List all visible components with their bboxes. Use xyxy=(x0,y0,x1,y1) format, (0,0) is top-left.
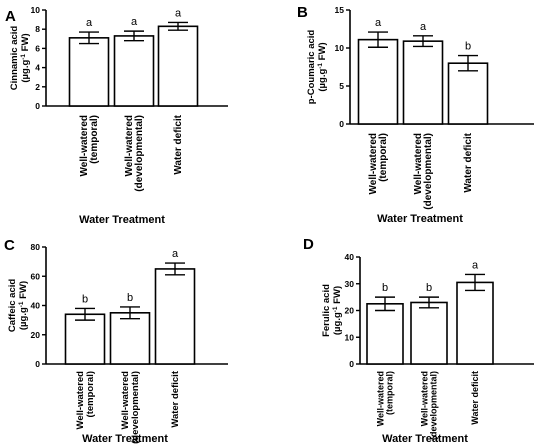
category-label: Water deficit xyxy=(173,114,184,174)
panel-label: B xyxy=(297,4,308,21)
y-tick-label: 0 xyxy=(339,119,344,129)
chart-panel-c: C 0 20 40 60 80 Caffeic acid(µg.g-1 FW) b Well-w… xyxy=(4,237,228,445)
significance-letter: b xyxy=(426,282,432,294)
x-axis-label: Water Treatment xyxy=(377,213,463,225)
x-axis-label: Water Treatment xyxy=(79,214,165,226)
significance-letter: b xyxy=(382,282,388,294)
category-label: Well-watered(developmental) xyxy=(120,371,141,444)
panel-label: D xyxy=(303,236,314,253)
significance-letter: a xyxy=(375,17,382,29)
y-tick-label: 60 xyxy=(31,271,41,281)
category-label: Well-watered(developmental) xyxy=(420,371,439,440)
category-label: Well-watered(temporal) xyxy=(376,371,395,426)
category-label: Well-watered(developmental) xyxy=(124,115,145,192)
bar xyxy=(154,268,196,365)
x-axis-label: Water Treatment xyxy=(382,433,468,445)
bar xyxy=(68,37,110,107)
category-label: Well-watered(temporal) xyxy=(75,371,96,430)
significance-letter: a xyxy=(86,17,93,29)
chart-panel-a: A 0 2 4 6 8 10 Cinnamic acid(µg.g-1 FW) a Well-wa… xyxy=(5,5,228,226)
panel-label: C xyxy=(4,237,15,254)
y-tick-label: 4 xyxy=(35,63,40,73)
y-tick-label: 20 xyxy=(345,306,355,316)
chart-panel-d: D 0 10 20 30 40 Ferulic acid(µg.g-1 FW) b Well-w… xyxy=(303,236,534,445)
x-axis-label: Water Treatment xyxy=(82,433,168,445)
panel-label: A xyxy=(5,8,16,25)
significance-letter: b xyxy=(82,293,88,305)
y-tick-label: 0 xyxy=(35,359,40,369)
category-label: Well-watered(temporal) xyxy=(368,133,389,195)
bar xyxy=(157,25,199,107)
bar xyxy=(109,312,151,365)
y-tick-label: 40 xyxy=(345,252,355,262)
significance-letter: b xyxy=(127,292,133,304)
bar xyxy=(456,281,494,365)
y-tick-label: 8 xyxy=(35,24,40,34)
y-axis-label: Caffeic acid(µg.g-1 FW) xyxy=(7,279,29,333)
y-tick-label: 30 xyxy=(345,279,355,289)
category-label: Water deficit xyxy=(463,132,474,192)
chart-panel-b: B 0 5 10 15 p-Coumaric acid(µg.g-1 FW) a Well-w… xyxy=(297,4,534,225)
y-tick-label: 2 xyxy=(35,82,40,92)
y-tick-label: 10 xyxy=(345,332,355,342)
y-tick-label: 40 xyxy=(31,301,41,311)
significance-letter: a xyxy=(472,259,479,271)
bar xyxy=(366,303,404,365)
bar xyxy=(447,62,489,125)
category-label: Water deficit xyxy=(170,370,181,427)
y-tick-label: 0 xyxy=(35,101,40,111)
y-tick-label: 10 xyxy=(335,43,345,53)
y-axis-label: p-Coumaric acid(µg.g-1 FW) xyxy=(306,30,328,105)
y-tick-label: 20 xyxy=(31,330,41,340)
y-tick-label: 10 xyxy=(31,5,41,15)
category-label: Water deficit xyxy=(470,371,480,425)
significance-letter: a xyxy=(131,16,138,28)
y-tick-label: 15 xyxy=(335,5,345,15)
y-tick-label: 5 xyxy=(339,81,344,91)
category-label: Well-watered(temporal) xyxy=(79,115,100,177)
y-tick-label: 80 xyxy=(31,242,41,252)
significance-letter: a xyxy=(420,21,427,33)
category-label: Well-watered(developmental) xyxy=(413,133,434,210)
bar xyxy=(410,301,448,365)
bar xyxy=(357,38,399,125)
y-tick-label: 0 xyxy=(349,359,354,369)
y-axis-label: Ferulic acid(µg.g-1 FW) xyxy=(321,284,343,337)
bar xyxy=(402,40,444,125)
significance-letter: b xyxy=(465,41,471,53)
y-tick-label: 6 xyxy=(35,43,40,53)
significance-letter: a xyxy=(172,248,179,260)
y-axis-label: Cinnamic acid(µg.g-1 FW) xyxy=(9,26,31,91)
significance-letter: a xyxy=(175,7,182,19)
bar xyxy=(64,313,106,365)
bar xyxy=(113,35,155,107)
